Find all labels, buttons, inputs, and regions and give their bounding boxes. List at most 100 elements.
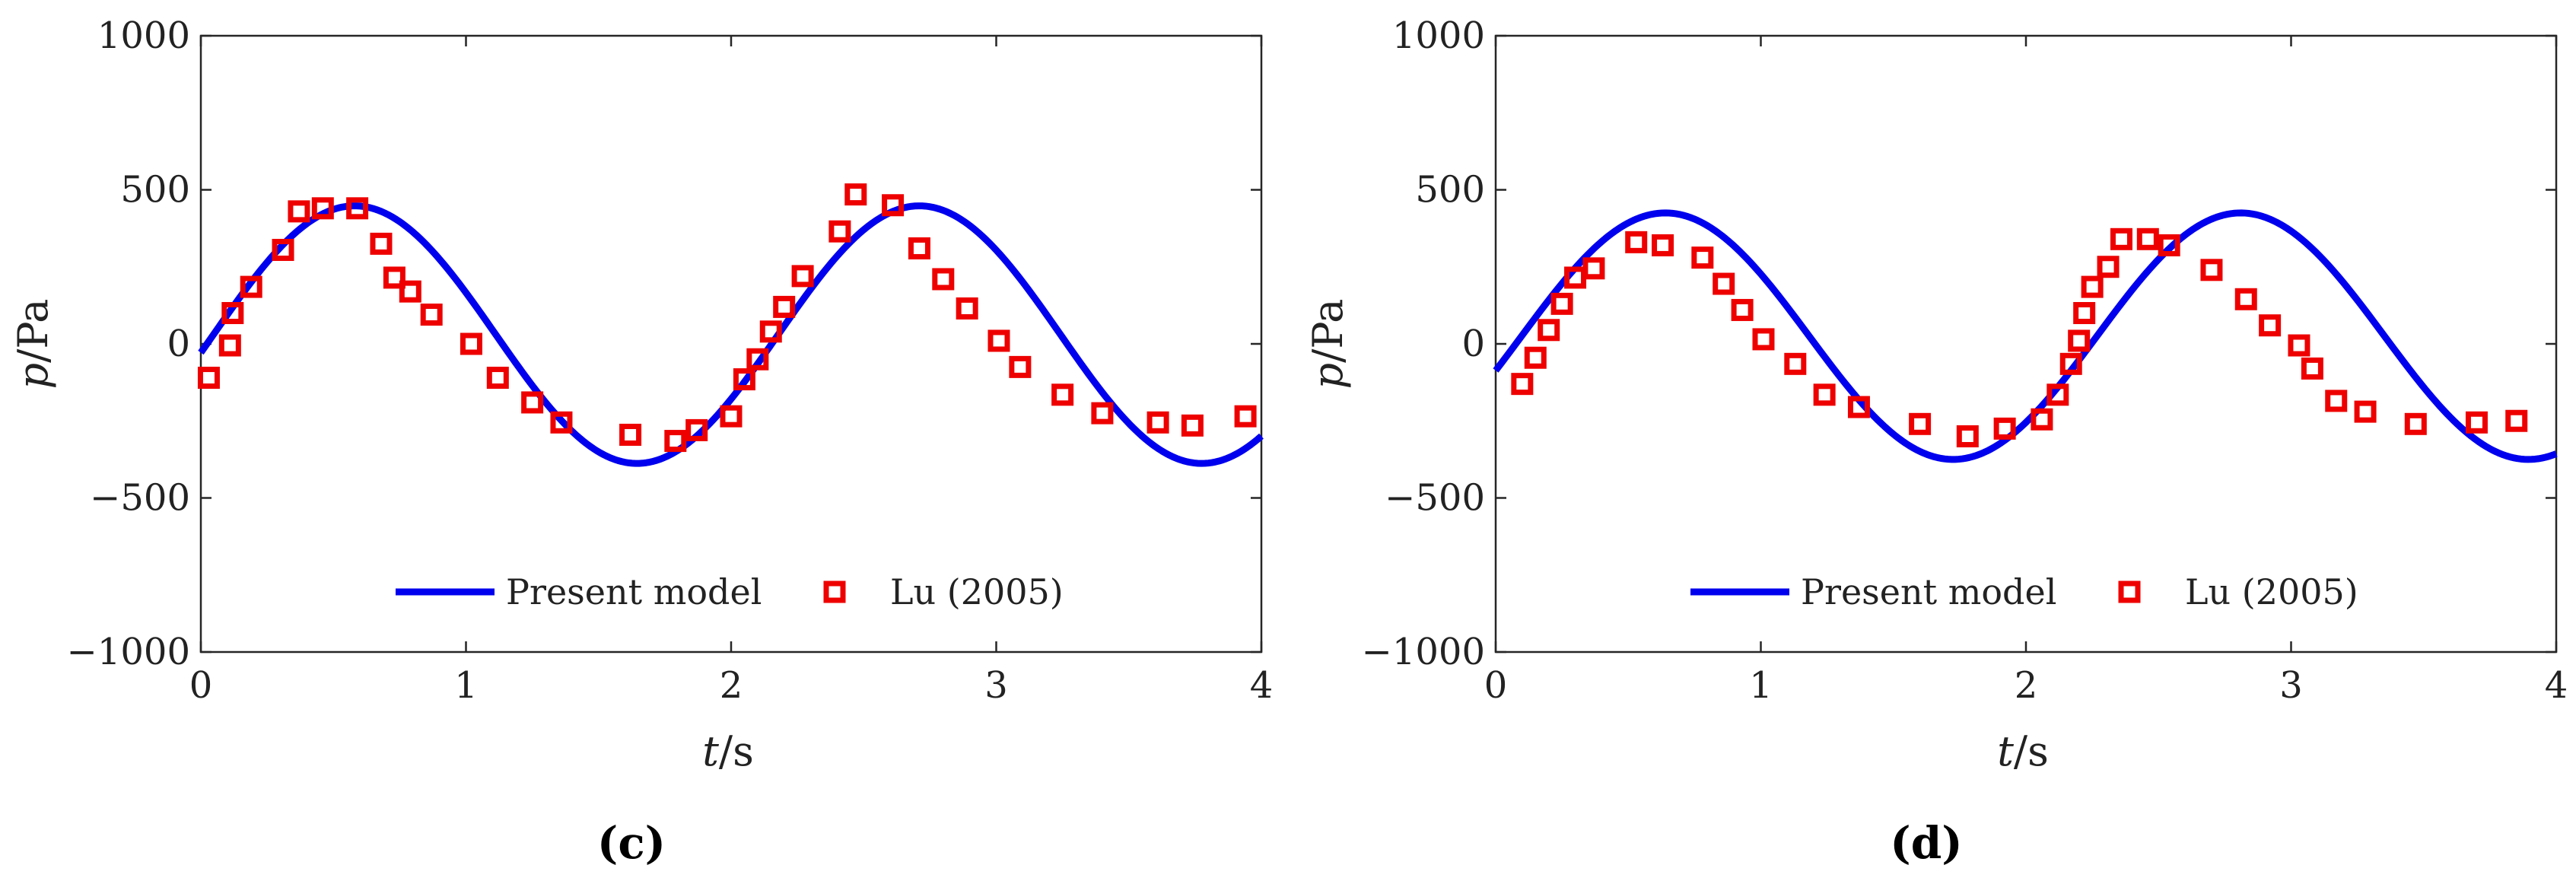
data-point-lu-2005 [685,418,708,441]
x-tick-label: 4 [2545,664,2568,707]
x-tick-label: 4 [1250,664,1274,707]
data-point-lu-2005 [1524,346,1547,369]
legend-label-data: Lu (2005) [890,571,1064,612]
data-point-lu-2005 [1993,417,2016,440]
data-point-lu-2005 [2354,400,2377,423]
data-point-lu-2005 [1909,412,1932,435]
data-point-lu-2005 [1731,298,1754,321]
legend-label-model: Present model [506,571,762,612]
data-point-lu-2005 [2200,259,2223,281]
data-point-lu-2005 [1181,414,1204,437]
data-point-lu-2005 [1538,319,1560,342]
data-point-lu-2005 [932,268,955,291]
data-point-lu-2005 [197,367,220,390]
series-line-present-model [1493,209,2558,463]
data-point-lu-2005 [1652,234,1674,256]
x-tick-label: 2 [720,664,743,707]
legend-marker-swatch [2118,580,2141,603]
data-point-lu-2005 [1813,383,1836,406]
data-point-lu-2005 [908,237,930,259]
y-tick-label: 500 [1415,169,1485,212]
data-point-lu-2005 [460,332,482,355]
data-point-lu-2005 [746,348,769,371]
data-point-lu-2005 [2031,408,2053,431]
chart-panel-d: p/Pa t/s (d) Present model Lu (2005) 0 1 2… [1304,14,2568,869]
data-point-lu-2005 [521,391,544,414]
data-point-lu-2005 [2301,357,2323,380]
data-point-lu-2005 [2234,288,2257,310]
data-point-lu-2005 [346,197,369,220]
y-tick-label: 500 [120,169,190,212]
data-point-lu-2005 [1713,272,1735,295]
data-point-lu-2005 [221,302,244,324]
x-tick-label: 0 [189,664,213,707]
data-point-lu-2005 [773,295,796,318]
legend: Present model Lu (2005) [1690,571,2358,612]
data-point-lu-2005 [956,297,978,320]
y-tick-label: 0 [167,323,190,365]
data-point-lu-2005 [2259,314,2282,337]
data-point-lu-2005 [2046,383,2069,406]
data-point-lu-2005 [791,265,814,288]
plot-area [1494,34,2558,654]
data-point-lu-2005 [828,220,851,243]
panel-label: (c) [597,817,666,869]
data-point-lu-2005 [882,194,905,217]
series-line-present-model [198,202,1264,467]
data-point-lu-2005 [2059,352,2082,375]
x-tick-label: 1 [454,664,478,707]
data-point-lu-2005 [2068,329,2091,352]
data-point-lu-2005 [370,232,393,255]
x-tick-label: 3 [2279,664,2303,707]
y-tick-label: 1000 [97,14,190,57]
data-point-lu-2005 [720,405,743,428]
data-point-lu-2005 [420,304,443,326]
y-tick-label: −500 [90,477,190,520]
data-point-lu-2005 [1847,396,1870,418]
data-point-lu-2005 [1511,373,1534,396]
data-point-lu-2005 [2097,256,2120,278]
data-point-lu-2005 [2136,227,2159,250]
data-point-lu-2005 [399,280,421,303]
data-point-lu-2005 [240,275,262,298]
data-point-lu-2005 [2505,409,2528,432]
legend-label-data: Lu (2005) [2185,571,2358,612]
legend: Present model Lu (2005) [396,571,1064,612]
data-point-lu-2005 [733,368,755,391]
data-point-lu-2005 [2158,234,2180,256]
data-point-lu-2005 [2073,302,2096,324]
data-point-lu-2005 [1146,411,1169,434]
data-point-lu-2005 [311,197,334,220]
data-point-lu-2005 [2288,334,2310,357]
y-tick-label: 1000 [1392,14,1485,57]
x-tick-label: 0 [1484,664,1508,707]
x-tick-label: 3 [984,664,1008,707]
y-axis-label: p/Pa [1304,299,1352,390]
data-point-lu-2005 [1691,246,1714,269]
data-point-lu-2005 [664,430,687,453]
data-point-lu-2005 [987,329,1010,352]
data-point-lu-2005 [844,183,867,206]
y-tick-label: 0 [1461,323,1485,365]
panel-label: (d) [1890,817,1962,869]
data-point-lu-2005 [550,411,573,434]
y-axis-label: p/Pa [9,299,57,390]
x-tick-label: 2 [2015,664,2038,707]
data-point-lu-2005 [619,423,642,446]
data-point-lu-2005 [2325,390,2348,412]
legend-marker-swatch [823,580,846,603]
x-axis-label: t/s [702,727,754,775]
data-point-lu-2005 [288,200,310,223]
data-point-lu-2005 [1234,405,1257,428]
data-point-lu-2005 [1784,352,1807,375]
data-point-lu-2005 [1752,328,1775,351]
x-tick-label: 1 [1749,664,1773,707]
y-tick-label: −500 [1385,477,1485,520]
data-point-lu-2005 [1625,231,1648,253]
data-point-lu-2005 [1091,402,1114,425]
x-axis-label: t/s [1997,727,2049,775]
y-tick-label: −1000 [1362,631,1485,673]
data-point-lu-2005 [2110,227,2132,250]
data-point-lu-2005 [272,238,294,261]
